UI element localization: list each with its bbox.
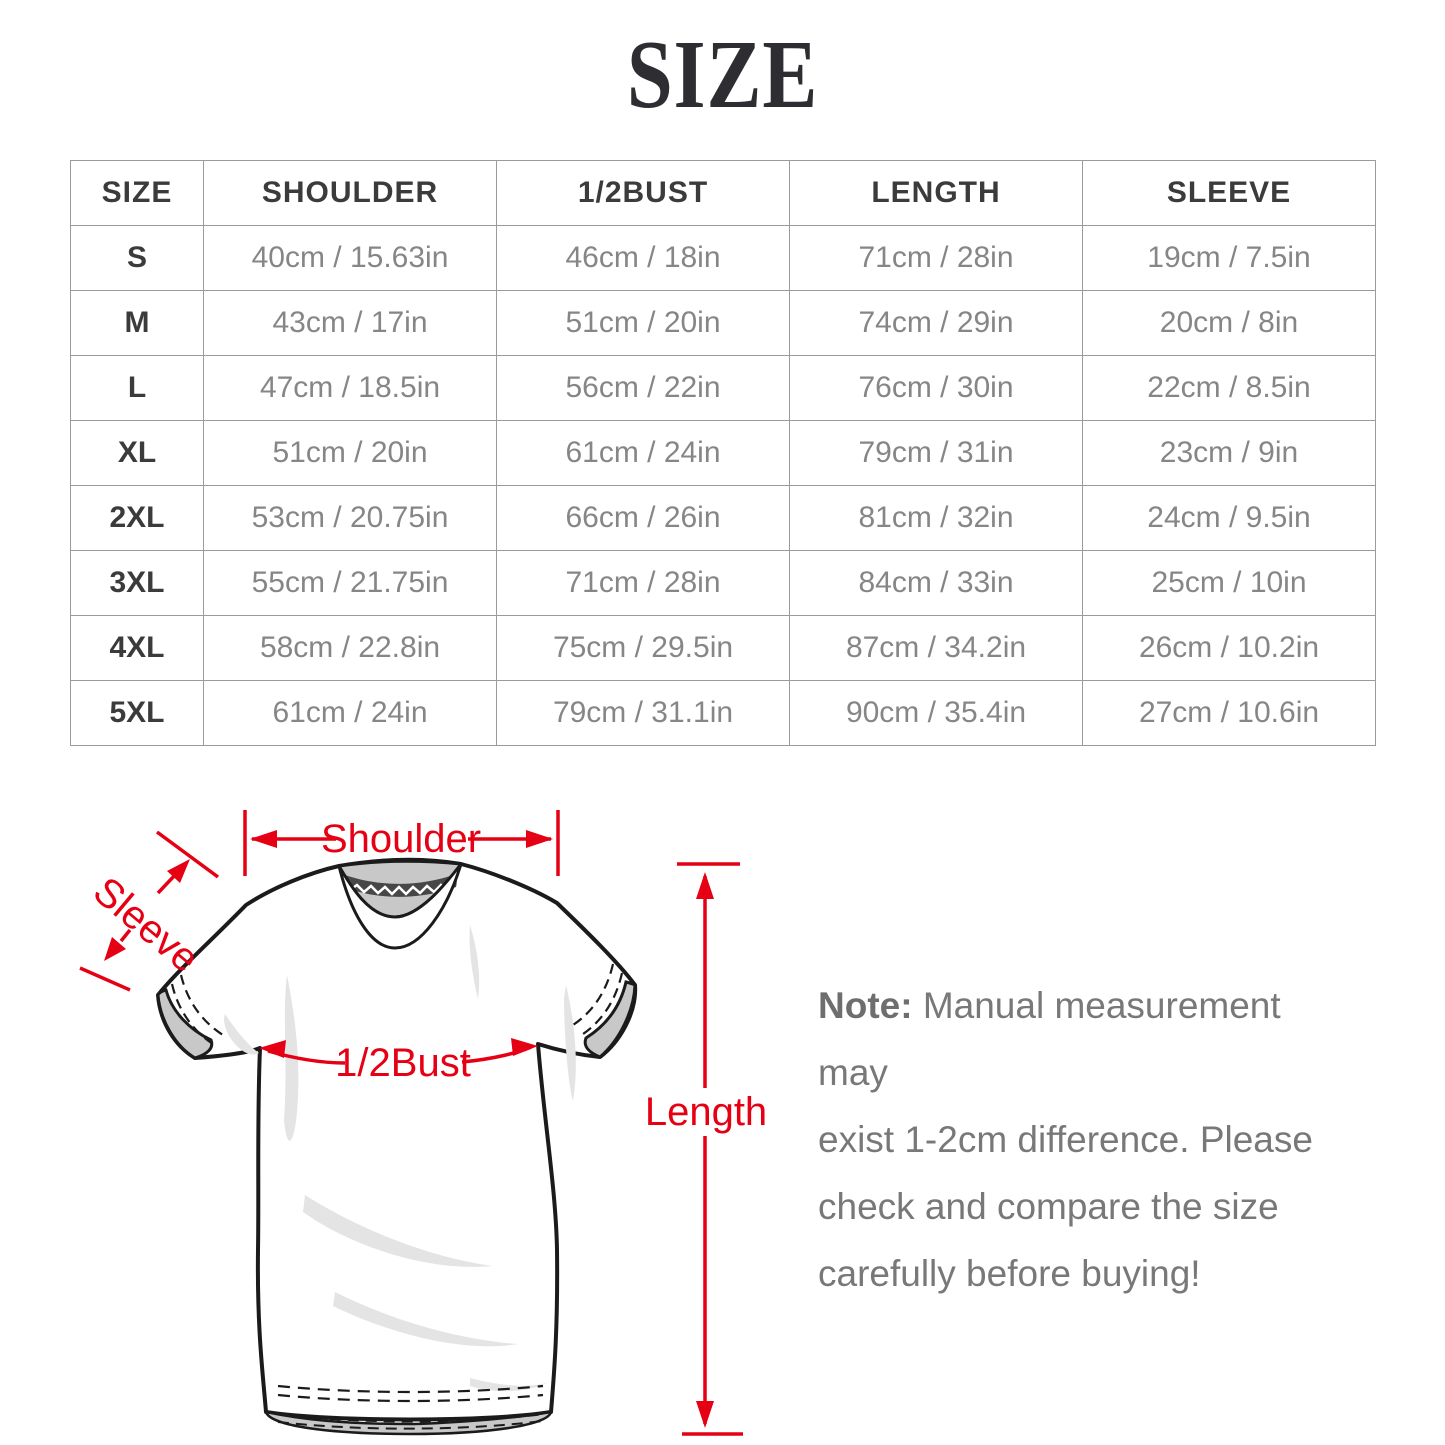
note-line: exist 1-2cm difference. Please <box>818 1119 1313 1160</box>
half-bust-label: 1/2Bust <box>335 1041 471 1085</box>
left-cuff-inside <box>156 988 214 1060</box>
measurement-cell: 43cm / 17in <box>203 290 497 356</box>
table-row: XL 51cm / 20in 61cm / 24in 79cm / 31in 23cm … <box>70 420 1376 486</box>
measurement-cell: 75cm / 29.5in <box>496 615 790 681</box>
length-measure-arrow <box>677 862 743 1436</box>
measurement-cell: 47cm / 18.5in <box>203 355 497 421</box>
size-cell: M <box>70 290 204 356</box>
table-row: L 47cm / 18.5in 56cm / 22in 76cm / 30in 22cm… <box>70 355 1376 421</box>
size-cell: 5XL <box>70 680 204 746</box>
measurement-cell: 19cm / 7.5in <box>1082 225 1376 291</box>
measurement-cell: 84cm / 33in <box>789 550 1083 616</box>
measurement-cell: 56cm / 22in <box>496 355 790 421</box>
bust-measure-arrow <box>259 1038 538 1065</box>
right-cuff <box>572 963 637 1059</box>
measurement-cell: 61cm / 24in <box>203 680 497 746</box>
measurement-cell: 20cm / 8in <box>1082 290 1376 356</box>
table-row: M 43cm / 17in 51cm / 20in 74cm / 29in 20cm /… <box>70 290 1376 356</box>
measurement-note: Note: Manual measurement may exist 1-2cm… <box>818 972 1330 1307</box>
measurement-cell: 61cm / 24in <box>496 420 790 486</box>
shoulder-measure-arrow <box>243 810 560 876</box>
length-label: Length <box>645 1090 767 1134</box>
collar-tape <box>345 874 457 897</box>
header-cell: SLEEVE <box>1082 160 1376 226</box>
hem-band <box>264 1410 553 1436</box>
shoulder-label: Shoulder <box>321 817 481 861</box>
header-cell: LENGTH <box>789 160 1083 226</box>
header-cell: 1/2BUST <box>496 160 790 226</box>
sleeve-label: Sleeve <box>85 869 207 981</box>
collar <box>336 859 464 950</box>
measurement-cell: 79cm / 31in <box>789 420 1083 486</box>
size-cell: L <box>70 355 204 421</box>
measurement-cell: 22cm / 8.5in <box>1082 355 1376 421</box>
table-row: 3XL 55cm / 21.75in 71cm / 28in 84cm / 33in 2… <box>70 550 1376 616</box>
t-shirt-illustration <box>156 857 638 1436</box>
measurement-cell: 90cm / 35.4in <box>789 680 1083 746</box>
measurement-cell: 74cm / 29in <box>789 290 1083 356</box>
measurement-cell: 25cm / 10in <box>1082 550 1376 616</box>
size-cell: S <box>70 225 204 291</box>
table-row: S 40cm / 15.63in 46cm / 18in 71cm / 28in 19c… <box>70 225 1376 291</box>
right-cuff-inside <box>583 980 637 1059</box>
measurement-cell: 40cm / 15.63in <box>203 225 497 291</box>
measurement-cell: 27cm / 10.6in <box>1082 680 1376 746</box>
sleeve-measure-arrow <box>79 830 220 992</box>
size-table: SIZE SHOULDER 1/2BUST LENGTH SLEEVE S 40cm / … <box>70 160 1376 746</box>
left-cuff <box>156 974 224 1060</box>
size-cell: 2XL <box>70 485 204 551</box>
note-line: carefully before buying! <box>818 1253 1201 1294</box>
hem <box>264 1384 553 1436</box>
collar-zigzag-stitch <box>349 883 449 896</box>
size-cell: 4XL <box>70 615 204 681</box>
measurement-cell: 58cm / 22.8in <box>203 615 497 681</box>
measurement-cell: 79cm / 31.1in <box>496 680 790 746</box>
table-row: 5XL 61cm / 24in 79cm / 31.1in 90cm / 35.4in… <box>70 680 1376 746</box>
measurement-cell: 71cm / 28in <box>496 550 790 616</box>
measurement-cell: 81cm / 32in <box>789 485 1083 551</box>
page-title: SIZE <box>626 21 819 128</box>
table-header-row: SIZE SHOULDER 1/2BUST LENGTH SLEEVE <box>70 160 1376 226</box>
note-line: check and compare the size <box>818 1186 1279 1227</box>
measurement-cell: 46cm / 18in <box>496 225 790 291</box>
measurement-cell: 24cm / 9.5in <box>1082 485 1376 551</box>
measurement-cell: 53cm / 20.75in <box>203 485 497 551</box>
note-label: Note: <box>818 985 913 1026</box>
measurement-cell: 26cm / 10.2in <box>1082 615 1376 681</box>
size-cell: 3XL <box>70 550 204 616</box>
wrinkle-shading <box>224 925 576 1392</box>
table-row: 2XL 53cm / 20.75in 66cm / 26in 81cm / 32in 2… <box>70 485 1376 551</box>
measurement-cell: 23cm / 9in <box>1082 420 1376 486</box>
header-cell: SIZE <box>70 160 204 226</box>
measurement-cell: 51cm / 20in <box>496 290 790 356</box>
measurement-cell: 66cm / 26in <box>496 485 790 551</box>
measurement-cell: 51cm / 20in <box>203 420 497 486</box>
measurement-cell: 76cm / 30in <box>789 355 1083 421</box>
collar-rib <box>337 863 463 950</box>
measurement-cell: 55cm / 21.75in <box>203 550 497 616</box>
note-line: Note: Manual measurement may <box>818 985 1281 1093</box>
